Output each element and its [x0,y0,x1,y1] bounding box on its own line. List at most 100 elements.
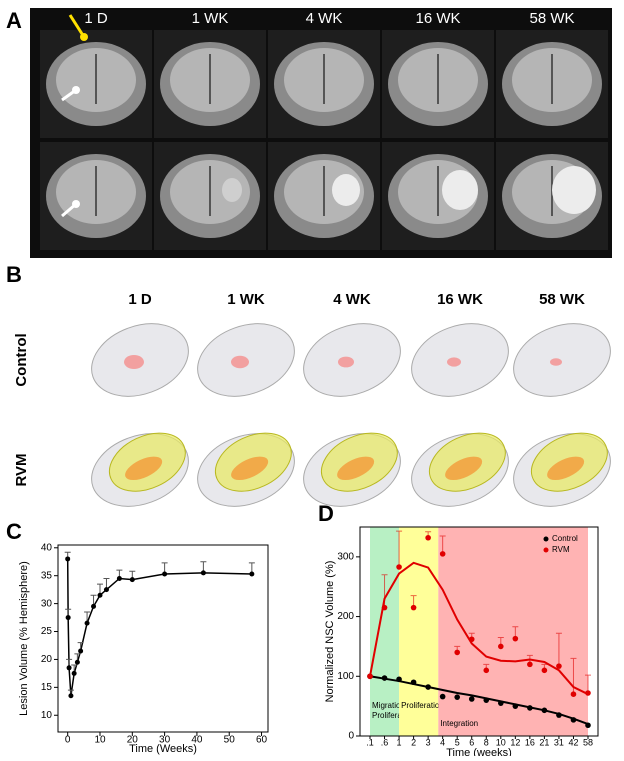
x-tick-label: 50 [224,735,236,746]
x-tick-label: 10 [94,735,106,746]
x-tick-label: 20 [127,735,139,746]
data-point [512,703,519,709]
data-point [410,604,417,611]
nsc-core [231,456,269,481]
data-point [527,705,533,711]
x-tick-label: 8 [484,737,489,747]
nsc-core [445,456,483,481]
phase-label: Migration/ [372,701,408,710]
phase-label: Integration [440,719,478,728]
data-point [68,693,74,699]
data-point [454,694,461,700]
x-tick-label: 0 [65,735,71,746]
phase-region [438,527,588,736]
y-tick-label: 40 [41,542,53,553]
data-line [66,558,252,696]
plot-frame [359,526,599,737]
nsc-core [337,456,375,481]
column-label: 4 WK [306,10,343,27]
data-point [468,696,475,702]
error-bar [439,535,446,554]
data-point [425,534,431,541]
data-point [512,635,519,642]
plot-frame [57,544,269,733]
data-point [541,707,548,714]
x-tick-label: 31 [554,737,564,747]
data-point [498,643,504,650]
error-bar [555,632,562,667]
data-point [570,691,577,697]
data-point [367,673,373,680]
y-axis-label: Lesion Volume (% Hemisphere) [18,561,30,716]
row-label: RVM [11,179,28,212]
data-point [200,570,206,576]
lesion [442,170,478,210]
data-point [65,615,71,621]
phase-region [399,527,439,736]
phase-label: Proliferation [401,701,444,710]
data-point [162,571,168,577]
y-tick-label: 10 [41,710,53,721]
row-label: Control [11,60,28,108]
column-label: 1 WK [192,10,229,27]
lesion [332,174,360,206]
nsc-core [125,456,163,481]
fit-line [369,675,589,725]
y-tick-label: 20 [41,654,53,665]
data-point [249,571,255,577]
error-bar [570,657,577,695]
column-label: 16 WK [437,291,483,308]
error-bar [396,530,403,568]
phase-region [370,527,400,736]
data-point [91,603,97,609]
data-point [66,665,72,671]
x-tick-label: .1 [366,737,374,747]
arrow-head [72,86,80,94]
data-point [71,670,77,676]
data-point [541,667,548,674]
phase-label: Proliferation [372,711,415,720]
column-label: 16 WK [415,10,460,27]
lesion-render [231,355,249,369]
x-axis-label: Time (Weeks) [129,743,197,755]
y-tick-label: 100 [337,671,354,682]
data-point [84,620,90,626]
y-tick-label: 25 [41,626,53,637]
lesion-render [447,357,461,367]
x-axis-label: Time (weeks) [446,747,512,756]
data-point [396,564,402,570]
lesion-render [550,358,562,366]
nsc-core [547,456,585,481]
data-point [585,722,591,729]
error-bar [585,674,591,694]
x-tick-label: 30 [159,735,171,746]
data-point [78,648,84,654]
x-tick-label: .6 [381,737,389,747]
data-point [527,661,533,668]
data-point [381,604,388,611]
lesion-render [338,356,354,368]
arrow-head [72,200,80,208]
data-point [410,679,417,686]
data-point [65,556,71,562]
data-point [439,551,446,557]
panel-label: A [6,8,22,33]
arrow-head [80,33,88,41]
panel-label: B [6,262,22,287]
column-label: 1 D [84,10,108,27]
x-tick-label: 6 [469,737,474,747]
error-bar [381,574,388,608]
data-point [425,684,431,690]
data-point [439,693,446,700]
data-point [483,697,490,703]
x-tick-label: 4 [440,737,445,747]
x-tick-label: 42 [568,737,578,747]
legend-label: RVM [552,545,570,554]
row-label: Control [13,333,30,386]
panel-label: D [318,501,334,526]
y-tick-label: 30 [41,598,53,609]
data-point [498,700,504,706]
x-tick-label: 3 [426,737,431,747]
data-point [468,636,475,643]
